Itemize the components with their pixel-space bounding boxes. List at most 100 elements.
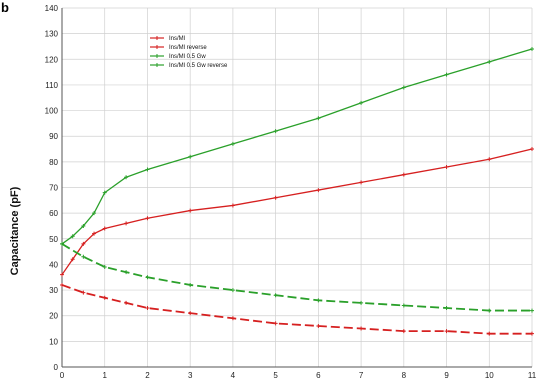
series-3-point-7 [273,293,278,298]
series-3 [60,241,534,313]
series-0-point-11 [359,180,364,185]
series-3-point-6 [230,288,235,293]
grid [61,7,533,368]
y-tick-label-7: 70 [49,184,58,193]
x-tick-label-9: 9 [444,371,449,380]
panel-label: b [1,0,9,15]
series-3-point-8 [316,298,321,303]
y-tick-label-14: 140 [45,4,59,13]
series-0-point-3 [92,231,97,236]
series-3-point-13 [530,308,534,313]
series-3-point-10 [401,303,406,308]
series-3-point-12 [487,308,492,313]
series-0-point-15 [530,147,534,152]
legend-marker-3 [155,63,159,67]
series-line-0 [61,148,533,276]
legend-marker-2 [155,54,159,58]
y-tick-label-8: 80 [49,158,58,167]
x-tick-label-4: 4 [231,371,236,380]
series-0-point-12 [401,172,406,177]
series-0-point-2 [81,241,86,246]
legend-label-1: Ins/Ml reverse [169,45,207,51]
series-3-point-1 [81,254,86,259]
x-tick-label-6: 6 [316,371,321,380]
series-2 [60,47,534,246]
series-1-point-11 [444,329,449,334]
series-1 [60,282,534,336]
series-group [60,47,534,336]
x-tick-label-10: 10 [485,371,494,380]
series-3-point-5 [188,282,193,287]
series-1-point-2 [102,295,107,300]
y-tick-label-0: 0 [54,363,59,372]
series-0-point-4 [102,226,107,231]
series-0-point-13 [444,164,449,169]
y-axis-label: Capacitance (pF) [9,186,21,275]
series-1-point-5 [188,311,193,316]
series-2-point-14 [487,59,492,64]
y-tick-label-5: 50 [49,235,58,244]
series-1-point-13 [530,331,534,336]
series-2-point-12 [401,85,406,90]
series-3-point-3 [124,270,129,275]
series-0-point-14 [487,157,492,162]
y-tick-label-6: 60 [49,209,58,218]
y-tick-label-3: 30 [49,286,58,295]
legend-marker-1 [155,45,159,49]
y-tick-label-11: 110 [45,81,58,90]
series-1-point-4 [145,306,150,311]
x-tick-label-1: 1 [103,371,108,380]
series-2-point-15 [530,47,534,52]
series-2-point-13 [444,72,449,77]
series-2-point-3 [92,211,97,216]
series-1-point-0 [60,282,64,287]
series-line-2 [61,48,533,245]
y-tick-label-9: 90 [49,132,58,141]
series-0-point-0 [60,272,64,277]
x-tick-label-5: 5 [273,371,278,380]
series-0-point-9 [273,195,278,200]
series-0-point-1 [70,257,75,262]
series-1-point-9 [359,326,364,331]
series-0-point-7 [188,208,193,213]
series-2-point-1 [70,234,75,239]
series-0 [60,147,534,277]
x-tick-label-2: 2 [145,371,150,380]
y-tick-labels: 0 10 20 30 40 50 60 70 80 90 100 110 120 130 140 [45,4,59,372]
series-1-point-10 [401,329,406,334]
legend-marker-0 [155,36,159,40]
series-line-1 [61,284,532,335]
x-tick-labels: 0 1 2 3 4 5 6 7 8 9 10 11 [60,371,536,380]
series-3-point-4 [145,275,150,280]
y-tick-label-13: 130 [45,30,59,39]
series-2-point-4 [102,190,107,195]
series-3-point-9 [359,300,364,305]
x-tick-label-3: 3 [188,371,193,380]
y-tick-label-12: 120 [45,55,59,64]
legend-label-3: Ins/Ml 0.5 Gw reverse [169,63,228,69]
series-3-point-0 [60,241,64,246]
y-tick-label-2: 20 [49,312,58,321]
series-2-point-10 [316,116,321,121]
x-tick-label-11: 11 [528,371,536,380]
series-1-point-8 [316,323,321,328]
series-line-3 [61,243,532,312]
axes [61,8,532,368]
series-3-point-2 [102,264,107,269]
legend-label-2: Ins/Ml 0.5 Gw [169,54,206,60]
y-tick-label-4: 40 [49,260,58,269]
legend-label-0: Ins/Ml [169,36,185,42]
series-2-point-6 [145,167,150,172]
series-0-point-5 [124,221,129,226]
series-2-point-7 [188,154,193,159]
x-tick-label-0: 0 [60,371,65,380]
series-1-point-7 [273,321,278,326]
series-0-point-6 [145,216,150,221]
series-0-point-8 [230,203,235,208]
series-0-point-10 [316,188,321,193]
legend: Ins/Ml Ins/Ml reverse Ins/Ml 0.5 Gw Ins/Ml … [150,36,228,69]
series-3-point-11 [444,306,449,311]
series-2-point-2 [81,223,86,228]
y-tick-label-1: 10 [49,337,58,346]
